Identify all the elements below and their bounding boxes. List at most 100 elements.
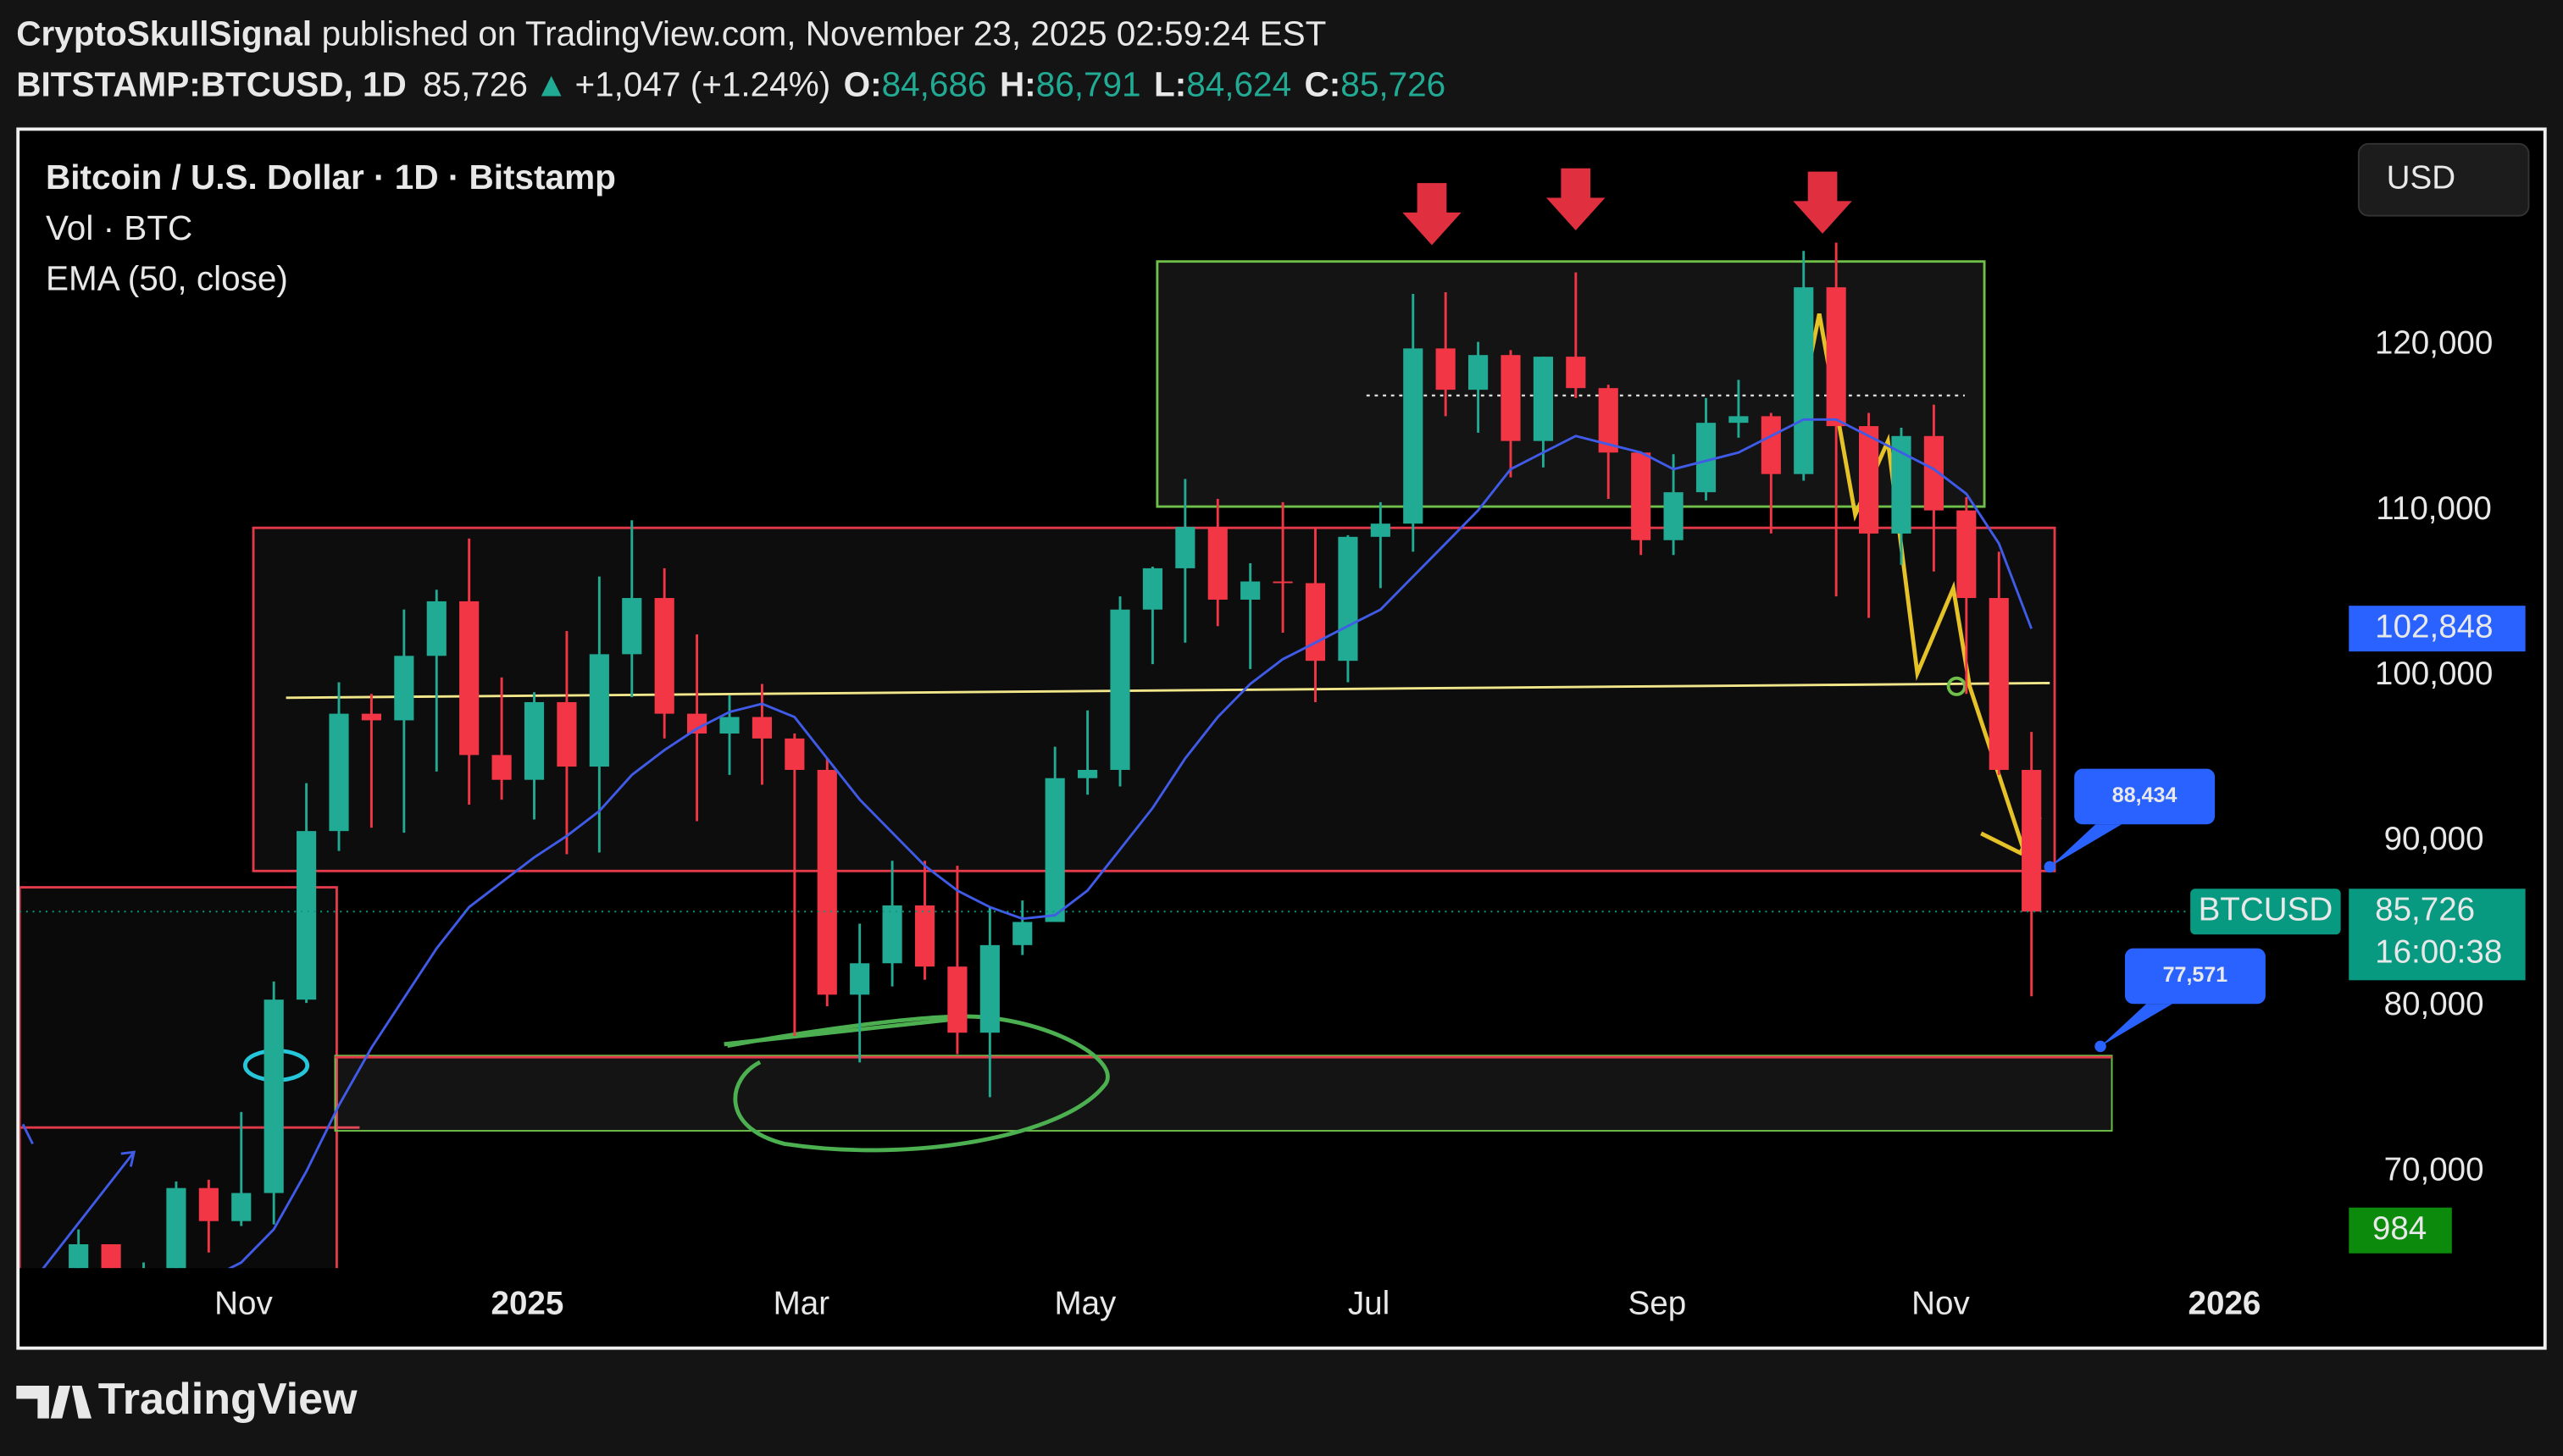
candle-body [166,1187,186,1269]
ohlc-value: 84,686 [882,64,987,103]
candle-body [459,601,480,756]
ohlc-value: 84,624 [1186,64,1291,103]
candle-body [1403,348,1423,524]
ohlc-label: O: [844,64,882,103]
candle-body [198,1187,219,1221]
top-arrows [1402,168,1852,246]
x-tick-label: Sep [1628,1286,1687,1322]
candle-body [979,944,1000,1033]
candle-body [752,717,772,739]
candle-body [1826,287,1846,427]
y-tick-label: 80,000 [2384,986,2484,1022]
support-box [334,1055,2113,1132]
candle-body [426,601,447,656]
price: 85,726 [423,64,528,103]
bottom-line [724,1016,965,1047]
callout-pointer [2100,1004,2172,1047]
callout-label: 77,571 [2163,963,2228,987]
publish-line: CryptoSkullSignal published on TradingVie… [16,14,1326,53]
candle-body [557,701,577,767]
series-layer [19,242,2338,1269]
candle-body [101,1244,121,1269]
candle-body [1110,609,1130,770]
y-tick-label: 90,000 [2384,821,2484,857]
candle-body [329,713,349,832]
x-tick-label: Nov [214,1286,273,1322]
candle-body [785,738,805,770]
candle-body [394,656,414,721]
candle-body [1728,416,1749,424]
candle-body [622,598,642,655]
callout-pointer [2050,824,2122,867]
ohlc-value: 86,791 [1036,64,1141,103]
y-tick-label: 110,000 [2376,490,2492,527]
ohlc-label: H: [1000,64,1036,103]
candle-body [1207,527,1228,600]
candle-body [1370,523,1390,537]
candle-body [69,1244,89,1269]
callout-box [2124,948,2266,1005]
ema-line [227,418,2033,1269]
candle-body [524,701,545,780]
candle-body [1012,922,1033,945]
ohlc-label: L: [1154,64,1186,103]
bottom-ellipse [727,1014,1110,1153]
candle-body [264,999,284,1193]
candle-body [589,654,609,767]
candle-body [817,769,837,995]
candle-body [1794,287,1814,474]
marker-circle [1946,676,1967,696]
candle-body [1631,452,1651,540]
candle-body [1305,583,1326,662]
symbol: BITSTAMP:BTCUSD, 1D [16,64,407,103]
candle-body [1923,435,1944,511]
author[interactable]: CryptoSkullSignal [16,14,312,53]
x-tick-label: Jul [1348,1286,1390,1322]
callout-box [2074,768,2216,825]
y-tick-label: 70,000 [2384,1151,2484,1187]
red-arrow [1402,183,1462,246]
up-arrow [42,1150,136,1269]
candle-body [1175,527,1196,568]
candle-body [2022,769,2042,912]
x-tick-label: 2026 [2189,1286,2261,1322]
brand-name[interactable]: TradingView [98,1375,358,1424]
price-tag [2349,889,2526,981]
candle-body [1501,355,1521,441]
candle-body [914,905,935,967]
candle-body [1338,536,1358,662]
trend-line [286,681,2050,700]
change: +1,047 (+1.24%) [574,64,830,103]
candle-body [687,713,707,734]
candle-body [1598,388,1618,453]
price-tag [2349,606,2526,652]
x-tick-label: Mar [774,1286,830,1322]
brand-logo[interactable] [16,1386,92,1419]
candle-body [1273,581,1293,584]
legend-symbol: Bitcoin / U.S. Dollar · 1D · Bitstamp [46,158,616,197]
candle-body [297,831,317,1000]
up-arrow [21,1123,34,1145]
ohlc-label: C: [1305,64,1341,103]
candle-body [882,905,902,964]
chart-frame [16,127,2547,1350]
candle-body [1240,581,1261,600]
overlay: 70,000 80,000 90,000 100,000 110,000 120,000 N… [214,325,2526,1322]
candle-body [850,963,870,995]
callout-dot [2044,861,2055,873]
legend-ema: EMA (50, close) [46,259,288,298]
candle-body [947,966,968,1033]
candle-body [491,755,512,780]
published-info: published on TradingView.com, November 2… [322,14,1327,53]
symbol-tag [2190,889,2341,935]
currency-button[interactable] [2357,142,2530,217]
candle-body [1045,778,1065,922]
symbol-tag-label: BTCUSD [2199,891,2333,927]
symbol-line: BITSTAMP:BTCUSD, 1D 85,726 ▲ +1,047 (+1.24%… [16,64,1445,103]
candle-body [1956,510,1977,599]
y-tick-label: 100,000 [2375,656,2493,692]
currency-label[interactable]: USD [2387,159,2455,196]
